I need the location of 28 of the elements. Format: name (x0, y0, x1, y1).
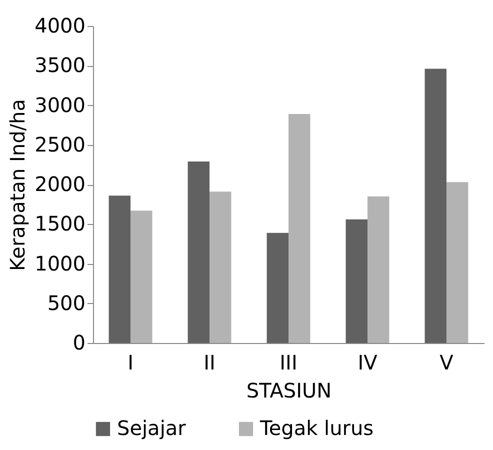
bar (446, 182, 468, 343)
y-axis-title: Kerapatan Ind/ha (6, 99, 30, 271)
y-tick-label: 2000 (34, 172, 86, 196)
legend-label: Tegak lurus (259, 416, 374, 440)
y-tick-label: 3000 (34, 92, 86, 117)
x-tick-label: V (440, 350, 454, 374)
x-tick-label: II (204, 350, 216, 374)
bar (188, 162, 210, 343)
bar (367, 196, 390, 343)
y-tick-label: 1000 (34, 251, 86, 276)
y-tick-label: 4000 (34, 14, 86, 38)
bar (266, 232, 288, 343)
bar (210, 192, 232, 343)
bar (130, 210, 152, 343)
y-tick-label: 500 (47, 290, 86, 315)
x-tick-label: IV (358, 350, 378, 374)
y-tick-label: 0 (72, 330, 86, 354)
legend-label: Sejajar (117, 416, 187, 440)
x-tick-label: I (128, 350, 134, 374)
bar (288, 114, 310, 343)
x-axis-title: STASIUN (246, 378, 332, 402)
bar (346, 219, 368, 343)
bar (424, 68, 446, 343)
x-tick-label: III (280, 350, 298, 374)
y-tick-label: 2500 (34, 132, 86, 156)
y-tick-label: 1500 (34, 212, 86, 236)
y-tick-label: 3500 (34, 53, 86, 78)
bar (108, 196, 131, 343)
